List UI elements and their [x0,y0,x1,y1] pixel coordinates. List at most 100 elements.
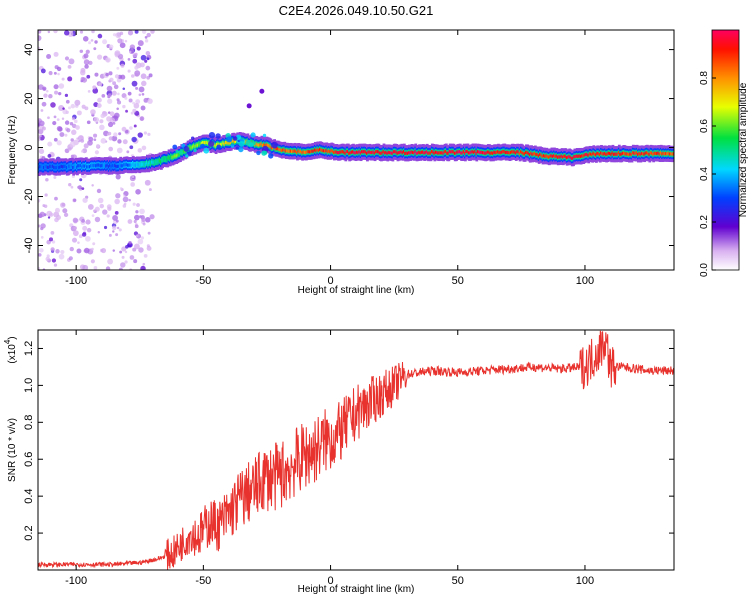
noise-point [58,83,65,89]
noise-point [73,119,78,124]
noise-point [68,256,73,261]
noise-point [64,56,70,61]
noise-point [92,87,99,94]
noise-point [96,188,102,194]
snr-xtick-label: 50 [452,575,464,587]
noise-point [144,35,148,39]
snr-x-ticks: -100 -50 0 50 100 [65,330,594,587]
noise-point [60,202,66,208]
ridge-blob [172,144,178,150]
noise-point [134,224,139,229]
noise-point [83,143,89,149]
spectrogram-xtick-label: 0 [327,275,333,287]
noise-point [48,212,54,217]
noise-point [77,185,80,189]
noise-point [124,250,128,254]
noise-point [108,146,114,152]
noise-point [131,80,138,87]
noise-point [38,30,42,34]
noise-point [129,255,135,260]
spectrogram-y-ticks: -40 -20 0 20 40 [23,43,674,253]
noise-point [130,182,136,187]
colorbar-tick-label: 0.2 [699,215,710,229]
noise-point [124,129,129,134]
noise-point [68,106,71,110]
noise-point [56,215,61,220]
noise-point [86,74,91,79]
noise-point [112,215,119,221]
spectrogram-x-ticks: -100 -50 0 50 100 [65,30,594,287]
noise-point [128,240,132,245]
spectrogram-ytick-label: -20 [23,189,35,205]
noise-point [50,102,56,108]
noise-point [140,236,145,240]
noise-point [121,246,127,252]
noise-point [132,52,138,58]
noise-point [128,198,131,202]
noise-point [82,225,88,231]
snr-series-line [38,330,674,570]
noise-point [70,185,74,189]
noise-point [124,39,128,43]
noise-point [94,150,100,155]
noise-point [117,139,122,144]
noise-point [93,133,98,138]
noise-point [38,35,42,42]
snr-ytick-label: 1.2 [23,341,35,356]
noise-point [116,147,123,154]
colorbar-gradient [711,29,740,271]
noise-point [120,262,126,268]
noise-point [53,115,57,119]
noise-point [38,136,41,142]
spectrogram-panel: -100 -50 0 50 100 -40 -20 0 20 40 Height of stra… [7,29,675,296]
noise-point [85,49,90,54]
noise-point [74,99,81,106]
colorbar-ticks: 0.0 0.2 0.4 0.6 0.8 [699,71,716,277]
noise-point [81,104,86,109]
noise-point [90,259,95,264]
noise-point [82,264,89,270]
noise-point [47,154,52,158]
snr-y-scale-label: (x104) [3,336,18,363]
noise-point [125,109,129,113]
noise-point [122,204,127,208]
noise-point [112,81,117,86]
noise-point [107,93,112,98]
noise-point [79,49,84,54]
noise-point [79,178,83,182]
ridge-blob [208,132,216,139]
noise-point [38,198,41,203]
noise-point [53,30,58,34]
noise-point [100,247,107,254]
noise-point [127,219,133,224]
noise-point [80,149,84,153]
noise-point [145,50,151,56]
noise-point [45,178,49,182]
noise-point [93,265,98,270]
noise-point [96,54,103,60]
noise-point [129,50,132,54]
noise-point [96,103,102,108]
ridge-blob [226,136,233,143]
noise-point [63,212,69,218]
noise-point [54,196,58,201]
colorbar-tick-label: 0.6 [699,119,710,133]
noise-point [99,119,104,124]
noise-point [116,107,119,110]
noise-point [93,117,100,123]
noise-point [79,217,83,221]
noise-point [56,140,62,146]
noise-point [78,234,83,239]
noise-point [138,247,144,253]
noise-point [105,72,109,77]
noise-point [46,254,50,258]
noise-point [129,126,133,130]
noise-point [40,236,44,239]
noise-point [142,262,146,266]
noise-point [127,69,131,73]
ridge-blob [193,148,197,153]
ridge-blob [203,147,210,154]
noise-point [122,87,126,91]
noise-point [135,188,141,195]
ridge-blob [208,140,215,147]
